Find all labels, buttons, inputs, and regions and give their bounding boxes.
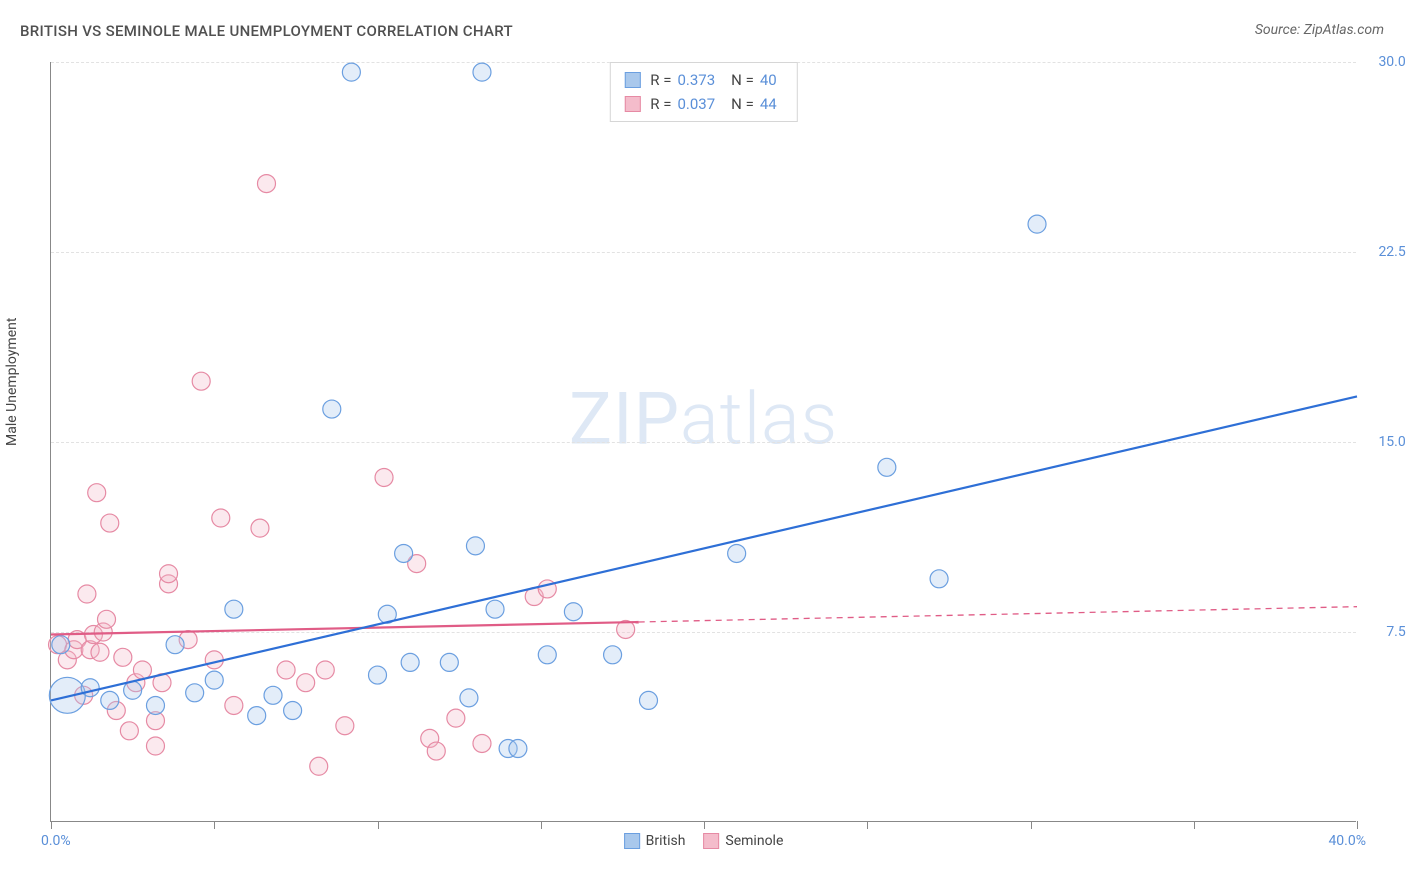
scatter-point-seminole bbox=[257, 175, 275, 193]
scatter-point-seminole bbox=[375, 468, 393, 486]
r-value-british: 0.373 bbox=[677, 68, 715, 92]
legend-item-british: British bbox=[624, 833, 686, 849]
scatter-point-seminole bbox=[101, 514, 119, 532]
plot-area: ZIPatlas 7.5%15.0%22.5%30.0% 0.0% 40.0% … bbox=[50, 62, 1356, 822]
scatter-point-british bbox=[466, 537, 484, 555]
scatter-point-british bbox=[186, 684, 204, 702]
n-value-seminole: 44 bbox=[760, 92, 777, 116]
scatter-point-seminole bbox=[310, 757, 328, 775]
scatter-point-seminole bbox=[277, 661, 295, 679]
scatter-point-british bbox=[205, 671, 223, 689]
x-tick bbox=[541, 821, 542, 829]
y-axis-label: Male Unemployment bbox=[4, 318, 20, 446]
swatch-seminole-bottom bbox=[703, 833, 719, 849]
x-tick bbox=[867, 821, 868, 829]
n-label: N = bbox=[731, 92, 754, 116]
series-legend: British Seminole bbox=[624, 833, 784, 849]
chart-title: BRITISH VS SEMINOLE MALE UNEMPLOYMENT CO… bbox=[20, 22, 513, 40]
swatch-british-bottom bbox=[624, 833, 640, 849]
y-tick-label: 22.5% bbox=[1361, 244, 1406, 260]
n-value-british: 40 bbox=[760, 68, 777, 92]
x-axis-min-label: 0.0% bbox=[41, 833, 71, 849]
scatter-point-british bbox=[264, 686, 282, 704]
scatter-point-british bbox=[564, 603, 582, 621]
scatter-point-seminole bbox=[114, 648, 132, 666]
r-value-seminole: 0.037 bbox=[677, 92, 715, 116]
correlation-stats-box: R = 0.373 N = 40 R = 0.037 N = 44 bbox=[609, 62, 797, 122]
scatter-point-british bbox=[323, 400, 341, 418]
y-tick-label: 7.5% bbox=[1361, 624, 1406, 640]
swatch-british bbox=[624, 72, 640, 88]
scatter-point-british bbox=[101, 691, 119, 709]
scatter-point-british bbox=[1028, 215, 1046, 233]
scatter-point-seminole bbox=[91, 643, 109, 661]
scatter-point-british bbox=[604, 646, 622, 664]
scatter-point-seminole bbox=[133, 661, 151, 679]
scatter-point-british bbox=[284, 702, 302, 720]
scatter-point-seminole bbox=[212, 509, 230, 527]
legend-label-british: British bbox=[646, 833, 686, 849]
stats-row-british: R = 0.373 N = 40 bbox=[624, 68, 782, 92]
r-label: R = bbox=[650, 68, 671, 92]
scatter-point-british bbox=[81, 679, 99, 697]
scatter-point-seminole bbox=[88, 484, 106, 502]
scatter-point-british bbox=[878, 458, 896, 476]
scatter-point-seminole bbox=[98, 610, 116, 628]
scatter-point-british bbox=[166, 636, 184, 654]
scatter-point-british bbox=[369, 666, 387, 684]
scatter-point-british bbox=[225, 600, 243, 618]
x-tick bbox=[51, 821, 52, 829]
scatter-point-british bbox=[460, 689, 478, 707]
scatter-point-british bbox=[486, 600, 504, 618]
x-tick bbox=[214, 821, 215, 829]
scatter-point-seminole bbox=[316, 661, 334, 679]
x-tick bbox=[378, 821, 379, 829]
scatter-point-british bbox=[248, 707, 266, 725]
scatter-point-seminole bbox=[225, 696, 243, 714]
scatter-point-british bbox=[538, 646, 556, 664]
stats-row-seminole: R = 0.037 N = 44 bbox=[624, 92, 782, 116]
scatter-point-seminole bbox=[78, 585, 96, 603]
scatter-point-british bbox=[401, 653, 419, 671]
scatter-point-british bbox=[473, 63, 491, 81]
x-axis-max-label: 40.0% bbox=[1328, 833, 1366, 849]
legend-item-seminole: Seminole bbox=[703, 833, 783, 849]
scatter-point-british bbox=[930, 570, 948, 588]
scatter-point-seminole bbox=[336, 717, 354, 735]
regression-line-seminole-extrapolated bbox=[639, 607, 1357, 622]
source-prefix: Source: bbox=[1255, 22, 1304, 38]
scatter-point-british bbox=[440, 653, 458, 671]
n-label: N = bbox=[731, 68, 754, 92]
scatter-point-seminole bbox=[447, 709, 465, 727]
scatter-point-seminole bbox=[297, 674, 315, 692]
scatter-point-british bbox=[395, 544, 413, 562]
legend-label-seminole: Seminole bbox=[725, 833, 783, 849]
scatter-svg bbox=[51, 62, 1356, 821]
r-label: R = bbox=[650, 92, 671, 116]
scatter-point-seminole bbox=[146, 737, 164, 755]
scatter-point-seminole bbox=[251, 519, 269, 537]
source-name: ZipAtlas.com bbox=[1304, 22, 1384, 38]
scatter-point-seminole bbox=[192, 372, 210, 390]
scatter-point-british bbox=[509, 740, 527, 758]
source-attribution: Source: ZipAtlas.com bbox=[1255, 22, 1384, 38]
scatter-point-british bbox=[728, 544, 746, 562]
scatter-point-british bbox=[52, 636, 70, 654]
x-tick bbox=[1194, 821, 1195, 829]
scatter-point-seminole bbox=[120, 722, 138, 740]
y-tick-label: 30.0% bbox=[1361, 54, 1406, 70]
scatter-point-seminole bbox=[473, 734, 491, 752]
swatch-seminole bbox=[624, 96, 640, 112]
y-tick-label: 15.0% bbox=[1361, 434, 1406, 450]
x-tick bbox=[1031, 821, 1032, 829]
scatter-point-british bbox=[639, 691, 657, 709]
scatter-point-british bbox=[49, 677, 85, 713]
scatter-point-seminole bbox=[427, 742, 445, 760]
scatter-point-seminole bbox=[160, 565, 178, 583]
scatter-point-british bbox=[146, 696, 164, 714]
scatter-point-british bbox=[342, 63, 360, 81]
x-tick bbox=[704, 821, 705, 829]
x-tick bbox=[1357, 821, 1358, 829]
regression-line-british bbox=[51, 396, 1357, 700]
